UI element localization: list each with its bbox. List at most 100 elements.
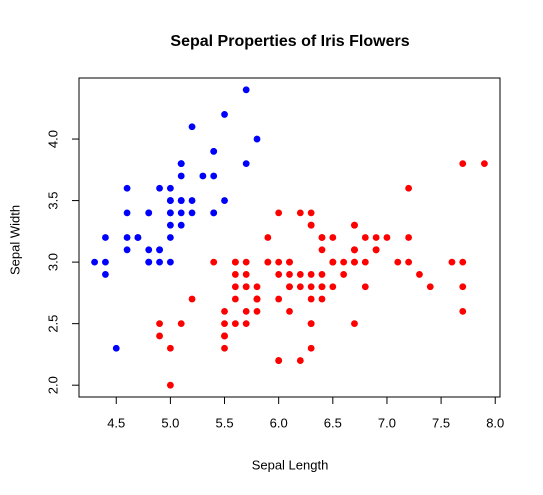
point (123, 184, 131, 192)
point (145, 258, 153, 266)
x-axis-label: Sepal Length (252, 457, 329, 472)
point (177, 320, 185, 328)
y-tick-label: 2.0 (45, 376, 60, 394)
point (340, 258, 348, 266)
point (242, 271, 250, 278)
point (102, 234, 109, 241)
point (231, 320, 239, 328)
point (253, 283, 261, 291)
point (188, 295, 196, 303)
point (286, 271, 293, 278)
point (351, 320, 358, 328)
point (405, 234, 413, 241)
point (188, 209, 196, 217)
point (221, 307, 228, 315)
point (307, 271, 315, 278)
point (275, 295, 283, 303)
point (307, 283, 315, 291)
x-tick-label: 7.0 (378, 415, 396, 430)
point (416, 271, 423, 278)
point (253, 135, 261, 143)
point (123, 234, 131, 241)
point (123, 209, 131, 217)
point (307, 221, 315, 229)
point (264, 234, 272, 241)
point (177, 172, 185, 180)
x-tick-label: 5.0 (161, 415, 179, 430)
point (286, 283, 293, 291)
point (242, 258, 250, 266)
point (242, 160, 250, 168)
point (123, 246, 131, 254)
point (307, 295, 315, 303)
point (242, 307, 250, 315)
point (340, 271, 348, 278)
point (394, 258, 402, 266)
point (242, 283, 250, 291)
point (286, 307, 293, 315)
y-tick-label: 3.0 (45, 253, 60, 271)
point (221, 111, 228, 118)
point (221, 320, 228, 328)
point (177, 197, 185, 204)
y-tick-label: 2.5 (45, 315, 60, 333)
point (286, 258, 293, 266)
point (231, 258, 239, 266)
point (361, 234, 369, 241)
point (166, 258, 174, 266)
point (166, 221, 174, 229)
point (275, 258, 283, 266)
point (329, 283, 337, 291)
y-tick-label: 4.0 (45, 130, 60, 148)
x-tick-label: 8.0 (486, 415, 504, 430)
point (221, 332, 228, 340)
point (156, 246, 163, 254)
point (318, 295, 326, 303)
point (481, 160, 488, 168)
point (242, 86, 250, 94)
point (91, 258, 98, 266)
point (275, 357, 283, 364)
point (426, 283, 434, 291)
point (177, 221, 185, 229)
point (448, 258, 456, 266)
point (210, 258, 218, 266)
point (145, 246, 153, 254)
point (383, 234, 391, 241)
point (156, 258, 163, 266)
point (221, 344, 228, 352)
point (296, 357, 304, 364)
point (329, 234, 337, 241)
point (405, 258, 413, 266)
x-tick-label: 7.5 (432, 415, 450, 430)
point (253, 295, 261, 303)
y-axis-label: Sepal Width (7, 205, 22, 275)
x-tick-label: 4.5 (107, 415, 125, 430)
point (188, 197, 196, 204)
point (177, 209, 185, 217)
point (210, 172, 218, 180)
point (156, 332, 163, 340)
point (307, 344, 315, 352)
point (318, 234, 326, 241)
point (351, 221, 358, 229)
point (459, 307, 467, 315)
point (166, 344, 174, 352)
point (166, 184, 174, 192)
x-tick-label: 5.5 (215, 415, 233, 430)
point (372, 234, 380, 241)
point (166, 381, 174, 389)
point (156, 320, 163, 328)
point (231, 283, 239, 291)
point (361, 283, 369, 291)
point (459, 258, 467, 266)
point (134, 234, 142, 241)
point (264, 258, 272, 266)
point (351, 246, 358, 254)
point (459, 283, 467, 291)
point (372, 246, 380, 254)
point (296, 283, 304, 291)
point (318, 283, 326, 291)
